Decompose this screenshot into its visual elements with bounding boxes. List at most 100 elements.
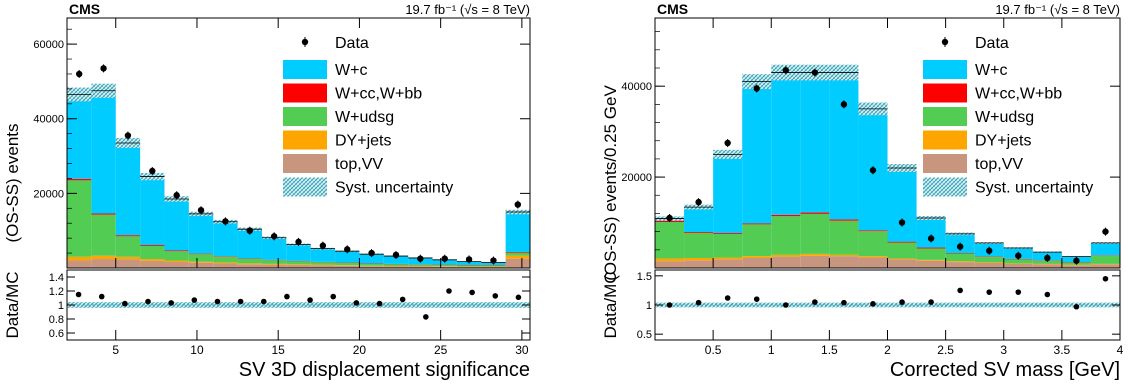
x-tick-label-3: 2 bbox=[884, 343, 891, 357]
bar-w-udsg-15 bbox=[432, 264, 457, 267]
data-point-0 bbox=[666, 214, 673, 222]
ratio-point-16 bbox=[446, 288, 452, 294]
x-tick-label-0: 0.5 bbox=[705, 343, 722, 357]
ratio-axis-title: Data/MC bbox=[3, 271, 22, 338]
bar-dy-jets-2 bbox=[713, 257, 743, 260]
x-tick-label-3: 20 bbox=[353, 343, 367, 357]
y-tick-label-2: 60000 bbox=[33, 39, 64, 51]
ratio-axis-title: Data/MC bbox=[601, 271, 620, 338]
bar-w-udsg-14 bbox=[408, 264, 433, 267]
bar-top-vv-8 bbox=[261, 264, 287, 268]
bar-w-cc-w-bb-9 bbox=[916, 247, 946, 249]
bar-w-udsg-17 bbox=[481, 265, 506, 267]
bar-top-vv-0 bbox=[67, 260, 92, 268]
bar-w-c-6 bbox=[829, 72, 859, 220]
bar-w-udsg-7 bbox=[237, 258, 262, 264]
ratio-point-4 bbox=[782, 302, 789, 308]
bar-top-vv-2 bbox=[713, 259, 743, 268]
legend-swatch-5 bbox=[283, 154, 327, 173]
bar-w-udsg-0 bbox=[655, 222, 685, 259]
bar-w-c-2 bbox=[713, 154, 743, 233]
legend-swatch-4 bbox=[923, 130, 967, 150]
data-point-10 bbox=[956, 243, 964, 250]
bar-w-c-5 bbox=[800, 72, 830, 213]
bar-w-c-18 bbox=[505, 212, 530, 252]
bar-w-udsg-15 bbox=[1090, 255, 1120, 264]
bar-w-cc-w-bb-1 bbox=[91, 213, 116, 215]
legend-data-marker bbox=[941, 38, 949, 46]
bar-w-cc-w-bb-2 bbox=[115, 235, 141, 237]
bar-w-udsg-13 bbox=[1032, 260, 1062, 264]
x-tick-label-5: 3 bbox=[1000, 343, 1007, 357]
bar-w-udsg-16 bbox=[456, 265, 482, 267]
data-point-17 bbox=[490, 257, 497, 264]
y-tick-label-0: 20000 bbox=[33, 188, 64, 200]
ratio-point-2 bbox=[724, 295, 731, 301]
x-axis-title: SV 3D displacement significance bbox=[239, 359, 530, 381]
data-point-3 bbox=[753, 85, 760, 92]
bar-w-c-4 bbox=[771, 72, 801, 215]
legend-label-4: DY+jets bbox=[975, 133, 1031, 150]
bar-dy-jets-4 bbox=[164, 260, 189, 263]
legend-swatch-3 bbox=[283, 107, 327, 126]
ratio-tick-label-1: 0.8 bbox=[49, 314, 64, 326]
ratio-point-12 bbox=[353, 300, 360, 306]
legend-swatch-2 bbox=[283, 83, 327, 103]
ratio-point-10 bbox=[307, 297, 313, 303]
bar-w-udsg-2 bbox=[115, 236, 141, 257]
bar-w-udsg-5 bbox=[188, 254, 214, 262]
y-tick-label-0: 20000 bbox=[621, 172, 652, 184]
ratio-tick-label-2: 1.5 bbox=[637, 271, 652, 283]
bar-w-cc-w-bb-3 bbox=[742, 223, 772, 225]
bar-w-c-1 bbox=[91, 90, 116, 214]
bar-w-c-9 bbox=[286, 244, 311, 261]
bar-top-vv-18 bbox=[505, 258, 530, 268]
ratio-point-15 bbox=[1102, 275, 1109, 282]
ratio-tick-label-1: 1 bbox=[646, 300, 652, 312]
bar-w-udsg-13 bbox=[383, 264, 409, 267]
ratio-point-8 bbox=[260, 298, 267, 305]
cms-label: CMS bbox=[657, 1, 688, 17]
legend-label-5: top,VV bbox=[975, 156, 1023, 173]
left-panel: CMS 19.7 fb⁻¹ (√s = 8 TeV) 20000 40000 60000… bbox=[3, 1, 531, 381]
bar-top-vv-8 bbox=[887, 259, 917, 268]
bar-w-cc-w-bb-3 bbox=[140, 245, 165, 246]
bar-dy-jets-11 bbox=[335, 265, 360, 266]
bar-top-vv-13 bbox=[1032, 264, 1062, 268]
data-point-12 bbox=[368, 249, 375, 257]
bar-w-udsg-0 bbox=[67, 180, 92, 257]
bar-w-udsg-6 bbox=[829, 220, 859, 255]
bar-top-vv-6 bbox=[829, 256, 859, 268]
y-axis-title: (OS-SS) events/0.25 GeV bbox=[601, 85, 620, 281]
bar-w-c-4 bbox=[164, 198, 189, 251]
bar-w-cc-w-bb-18 bbox=[505, 251, 530, 253]
data-point-9 bbox=[927, 235, 935, 242]
ratio-tick-label-2: 1 bbox=[58, 300, 64, 312]
bar-dy-jets-0 bbox=[67, 256, 92, 261]
bar-top-vv-14 bbox=[1061, 265, 1091, 268]
x-tick-label-2: 1.5 bbox=[821, 343, 838, 357]
ratio-point-9 bbox=[284, 293, 290, 300]
bar-w-cc-w-bb-5 bbox=[188, 253, 214, 255]
ratio-point-3 bbox=[145, 298, 151, 305]
bar-dy-jets-10 bbox=[945, 261, 975, 263]
bar-w-cc-w-bb-6 bbox=[213, 256, 238, 257]
ratio-point-8 bbox=[899, 299, 905, 305]
ratio-point-6 bbox=[214, 298, 221, 305]
data-point-15 bbox=[441, 255, 448, 262]
ratio-point-1 bbox=[695, 299, 702, 306]
bar-dy-jets-3 bbox=[140, 259, 165, 261]
bar-top-vv-5 bbox=[800, 255, 830, 268]
bar-top-vv-11 bbox=[974, 263, 1004, 268]
x-tick-label-4: 25 bbox=[434, 343, 448, 357]
ratio-point-11 bbox=[330, 293, 337, 300]
bar-w-udsg-12 bbox=[1003, 259, 1033, 264]
bar-w-c-15 bbox=[1090, 243, 1120, 256]
ratio-point-3 bbox=[753, 296, 760, 302]
right-panel: CMS 19.7 fb⁻¹ (√s = 8 TeV) 20000 40000(OS-S… bbox=[601, 1, 1124, 381]
bar-w-udsg-8 bbox=[887, 242, 917, 259]
bar-top-vv-3 bbox=[140, 260, 165, 268]
data-point-8 bbox=[898, 219, 906, 226]
data-point-5 bbox=[811, 69, 819, 76]
